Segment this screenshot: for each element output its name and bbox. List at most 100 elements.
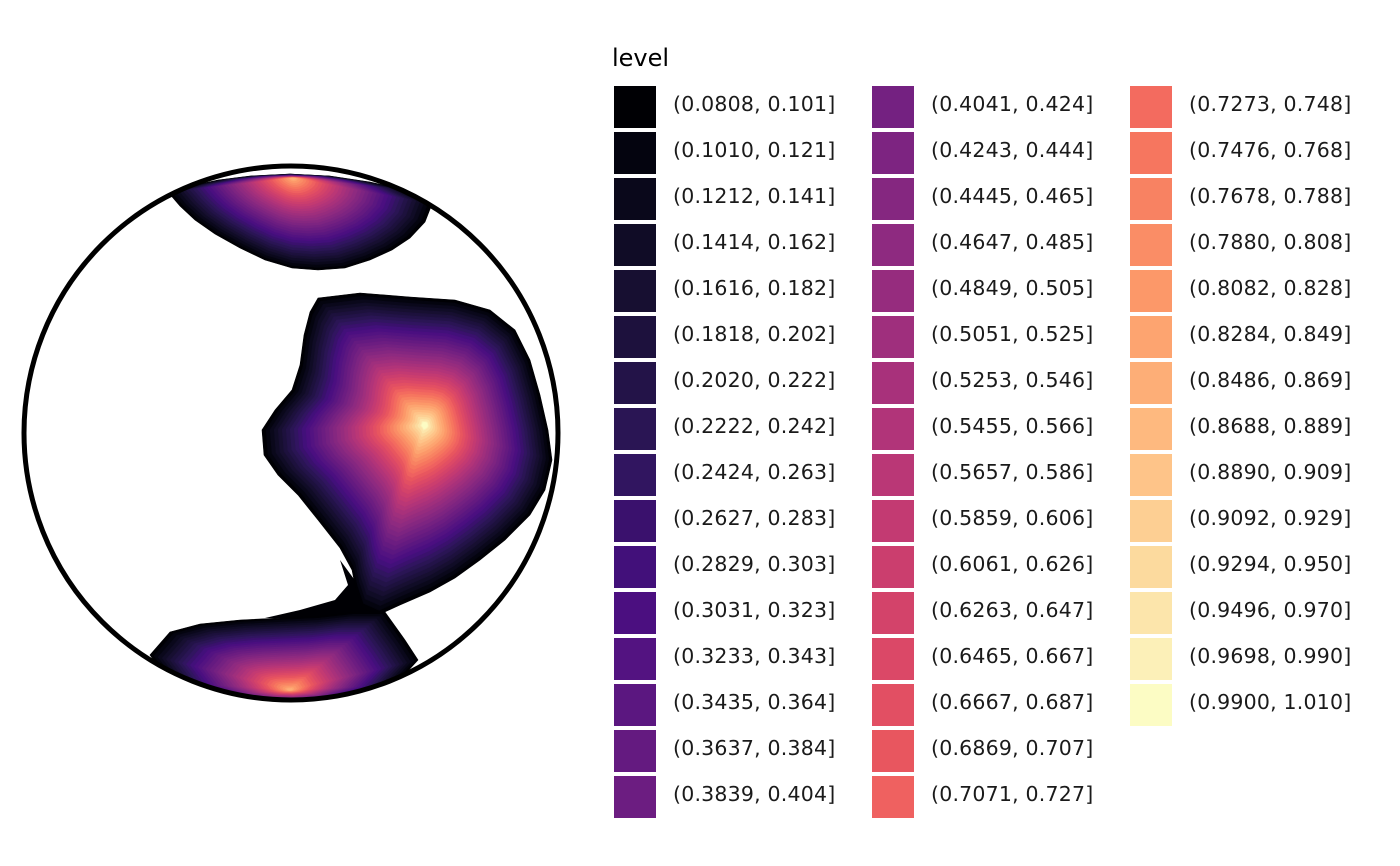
legend-item: (0.7476, 0.768] bbox=[1128, 126, 1388, 174]
legend-label: (0.5455, 0.566] bbox=[931, 414, 1094, 438]
legend-item: (0.4647, 0.485] bbox=[870, 218, 1130, 266]
legend-item: (0.3637, 0.384] bbox=[612, 724, 872, 772]
legend-swatch bbox=[614, 454, 656, 496]
legend-label: (0.3031, 0.323] bbox=[673, 598, 836, 622]
legend-item: (0.7880, 0.808] bbox=[1128, 218, 1388, 266]
legend-swatch bbox=[1130, 132, 1172, 174]
legend-label: (0.2424, 0.263] bbox=[673, 460, 836, 484]
legend-item: (0.5455, 0.566] bbox=[870, 402, 1130, 450]
legend-label: (0.6263, 0.647] bbox=[931, 598, 1094, 622]
legend-swatch bbox=[614, 546, 656, 588]
legend-label: (0.0808, 0.101] bbox=[673, 92, 836, 116]
legend-item: (0.1616, 0.182] bbox=[612, 264, 872, 312]
legend-label: (0.4243, 0.444] bbox=[931, 138, 1094, 162]
legend-swatch bbox=[872, 730, 914, 772]
legend-label: (0.3435, 0.364] bbox=[673, 690, 836, 714]
legend-swatch bbox=[1130, 270, 1172, 312]
legend-label: (0.3839, 0.404] bbox=[673, 782, 836, 806]
legend-swatch bbox=[872, 316, 914, 358]
legend-swatch bbox=[872, 132, 914, 174]
legend-item: (0.3839, 0.404] bbox=[612, 770, 872, 818]
contour-layer bbox=[149, 173, 553, 700]
legend-label: (0.1010, 0.121] bbox=[673, 138, 836, 162]
legend-item: (0.2020, 0.222] bbox=[612, 356, 872, 404]
legend-swatch bbox=[872, 408, 914, 450]
legend-label: (0.2627, 0.283] bbox=[673, 506, 836, 530]
legend-label: (0.7476, 0.768] bbox=[1189, 138, 1352, 162]
legend-label: (0.8284, 0.849] bbox=[1189, 322, 1352, 346]
legend-swatch bbox=[872, 500, 914, 542]
legend-swatch bbox=[1130, 86, 1172, 128]
legend-label: (0.1212, 0.141] bbox=[673, 184, 836, 208]
legend-swatch bbox=[614, 178, 656, 220]
legend-label: (0.5253, 0.546] bbox=[931, 368, 1094, 392]
legend-item: (0.8284, 0.849] bbox=[1128, 310, 1388, 358]
legend-label: (0.3637, 0.384] bbox=[673, 736, 836, 760]
legend-label: (0.8688, 0.889] bbox=[1189, 414, 1352, 438]
legend-label: (0.7071, 0.727] bbox=[931, 782, 1094, 806]
legend-swatch bbox=[872, 776, 914, 818]
contour-band bbox=[265, 560, 390, 625]
legend-label: (0.3233, 0.343] bbox=[673, 644, 836, 668]
legend-label: (0.8486, 0.869] bbox=[1189, 368, 1352, 392]
legend-label: (0.9092, 0.929] bbox=[1189, 506, 1352, 530]
legend-swatch bbox=[872, 592, 914, 634]
legend-item: (0.1414, 0.162] bbox=[612, 218, 872, 266]
legend-item: (0.4243, 0.444] bbox=[870, 126, 1130, 174]
legend-item: (0.8486, 0.869] bbox=[1128, 356, 1388, 404]
legend-swatch bbox=[872, 638, 914, 680]
legend-swatch bbox=[872, 86, 914, 128]
legend-label: (0.9900, 1.010] bbox=[1189, 690, 1352, 714]
legend-item: (0.1010, 0.121] bbox=[612, 126, 872, 174]
legend-label: (0.5859, 0.606] bbox=[931, 506, 1094, 530]
legend-label: (0.5657, 0.586] bbox=[931, 460, 1094, 484]
legend-item: (0.2627, 0.283] bbox=[612, 494, 872, 542]
legend-swatch bbox=[1130, 224, 1172, 266]
legend-item: (0.5253, 0.546] bbox=[870, 356, 1130, 404]
legend-swatch bbox=[614, 362, 656, 404]
legend-item: (0.5859, 0.606] bbox=[870, 494, 1130, 542]
legend-label: (0.8890, 0.909] bbox=[1189, 460, 1352, 484]
legend-label: (0.1616, 0.182] bbox=[673, 276, 836, 300]
legend-swatch bbox=[614, 500, 656, 542]
legend-swatch bbox=[1130, 684, 1172, 726]
legend-swatch bbox=[872, 684, 914, 726]
legend-label: (0.7678, 0.788] bbox=[1189, 184, 1352, 208]
legend-item: (0.6465, 0.667] bbox=[870, 632, 1130, 680]
legend-label: (0.4647, 0.485] bbox=[931, 230, 1094, 254]
legend-swatch bbox=[872, 454, 914, 496]
legend-swatch bbox=[614, 224, 656, 266]
legend-item: (0.0808, 0.101] bbox=[612, 80, 872, 128]
legend-item: (0.5051, 0.525] bbox=[870, 310, 1130, 358]
legend-label: (0.5051, 0.525] bbox=[931, 322, 1094, 346]
contour-plot bbox=[21, 163, 561, 703]
legend-swatch bbox=[1130, 408, 1172, 450]
legend-swatch bbox=[872, 270, 914, 312]
legend-item: (0.7273, 0.748] bbox=[1128, 80, 1388, 128]
legend-swatch bbox=[614, 730, 656, 772]
legend-swatch bbox=[1130, 500, 1172, 542]
legend-item: (0.8082, 0.828] bbox=[1128, 264, 1388, 312]
legend-item: (0.6869, 0.707] bbox=[870, 724, 1130, 772]
legend-label: (0.4445, 0.465] bbox=[931, 184, 1094, 208]
legend-label: (0.4849, 0.505] bbox=[931, 276, 1094, 300]
legend-swatch bbox=[614, 638, 656, 680]
legend-swatch bbox=[1130, 362, 1172, 404]
legend-label: (0.2222, 0.242] bbox=[673, 414, 836, 438]
legend-label: (0.9698, 0.990] bbox=[1189, 644, 1352, 668]
legend-swatch bbox=[1130, 638, 1172, 680]
legend-item: (0.3233, 0.343] bbox=[612, 632, 872, 680]
contour-band bbox=[290, 177, 297, 181]
legend-item: (0.5657, 0.586] bbox=[870, 448, 1130, 496]
legend-label: (0.2020, 0.222] bbox=[673, 368, 836, 392]
legend-label: (0.9496, 0.970] bbox=[1189, 598, 1352, 622]
legend-swatch bbox=[872, 546, 914, 588]
legend-item: (0.9698, 0.990] bbox=[1128, 632, 1388, 680]
legend-swatch bbox=[614, 86, 656, 128]
legend-swatch bbox=[872, 178, 914, 220]
legend-swatch bbox=[614, 408, 656, 450]
legend-item: (0.6667, 0.687] bbox=[870, 678, 1130, 726]
legend: level (0.0808, 0.101] (0.1010, 0.121] (0.1… bbox=[612, 40, 1351, 818]
legend-swatch bbox=[614, 684, 656, 726]
legend-item: (0.2222, 0.242] bbox=[612, 402, 872, 450]
